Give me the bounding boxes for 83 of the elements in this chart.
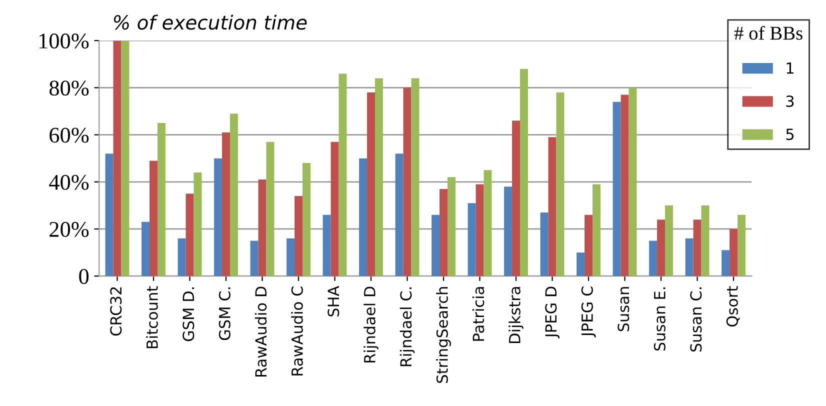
bar (150, 160, 158, 276)
x-tick-label: RawAudio C (291, 286, 303, 376)
bar (338, 74, 347, 276)
bar (738, 214, 746, 276)
bar (440, 188, 448, 276)
bar (556, 92, 564, 276)
x-tick-label: Susan E. (654, 287, 666, 351)
y-tick-label: 60% (50, 128, 89, 143)
bar (448, 177, 456, 276)
bar (592, 184, 600, 276)
bar (230, 114, 238, 276)
x-tick-label: Dijkstra (508, 287, 524, 343)
bar (142, 222, 150, 276)
bar (548, 137, 556, 276)
bar (476, 184, 484, 276)
x-tick-label: Rijndael D (364, 286, 378, 362)
bar (214, 158, 222, 276)
bar (411, 78, 420, 276)
bar (685, 238, 694, 276)
bar (250, 240, 258, 276)
bar (330, 142, 339, 276)
chart-title: % of execution time (114, 14, 307, 30)
bar (628, 88, 637, 276)
bar (540, 212, 548, 276)
bar (432, 214, 440, 276)
bar (266, 142, 274, 276)
bar (302, 163, 310, 276)
bar (512, 120, 520, 276)
legend-label: 5 (786, 128, 794, 140)
bar (375, 78, 383, 276)
legend-label: 3 (786, 95, 794, 108)
x-tick-label: JPEG D (545, 286, 560, 338)
bar (520, 68, 528, 276)
x-tick-label: Qsort (726, 286, 740, 327)
bar (157, 123, 166, 276)
bar (367, 92, 375, 276)
x-tick-label: Rijndael C. (400, 287, 415, 366)
bar (258, 180, 266, 276)
bar (701, 205, 710, 276)
x-tick-label: Susan (618, 287, 630, 332)
bar (105, 154, 114, 276)
bar (186, 194, 194, 276)
bar (322, 214, 331, 276)
x-tick-label: GSM D. (182, 287, 194, 342)
bar (722, 250, 730, 276)
x-tick-label: JPEG C (581, 286, 596, 338)
bar (612, 102, 621, 276)
bar (113, 40, 122, 276)
bar (620, 94, 629, 276)
legend-label: 1 (786, 62, 794, 74)
x-tick-label: SHA (328, 286, 340, 316)
y-tick-label: 80% (50, 80, 89, 96)
x-tick-label: CRC32 (110, 287, 122, 336)
x-tick-label: RawAudio D (254, 286, 267, 376)
bar (121, 40, 130, 276)
bar (222, 132, 230, 276)
bar (194, 172, 202, 276)
bar (504, 186, 512, 276)
bar (286, 238, 295, 276)
bar (359, 158, 368, 276)
y-tick-label: 40% (49, 174, 89, 190)
y-tick-label: 0 (79, 269, 89, 284)
bar (484, 170, 492, 276)
x-tick-label: GSM C. (218, 287, 230, 340)
bar (730, 228, 738, 276)
x-tick-label: Patricia (472, 287, 484, 341)
bar (657, 220, 666, 276)
bar (178, 238, 186, 276)
bar (649, 240, 658, 276)
y-tick-label: 20% (50, 222, 89, 237)
bar (576, 252, 585, 276)
x-tick-label: Bitcount (146, 286, 158, 348)
y-tick-label: 100% (40, 34, 89, 49)
bar (665, 205, 673, 276)
legend-title: # of BBs (734, 26, 802, 40)
bar (395, 154, 404, 276)
bar (693, 220, 702, 276)
bar (468, 203, 476, 276)
x-tick-label: StringSearch (436, 287, 451, 383)
bar (294, 196, 302, 276)
bar (584, 214, 593, 276)
bar (403, 88, 412, 276)
x-tick-label: Susan C. (690, 287, 702, 352)
